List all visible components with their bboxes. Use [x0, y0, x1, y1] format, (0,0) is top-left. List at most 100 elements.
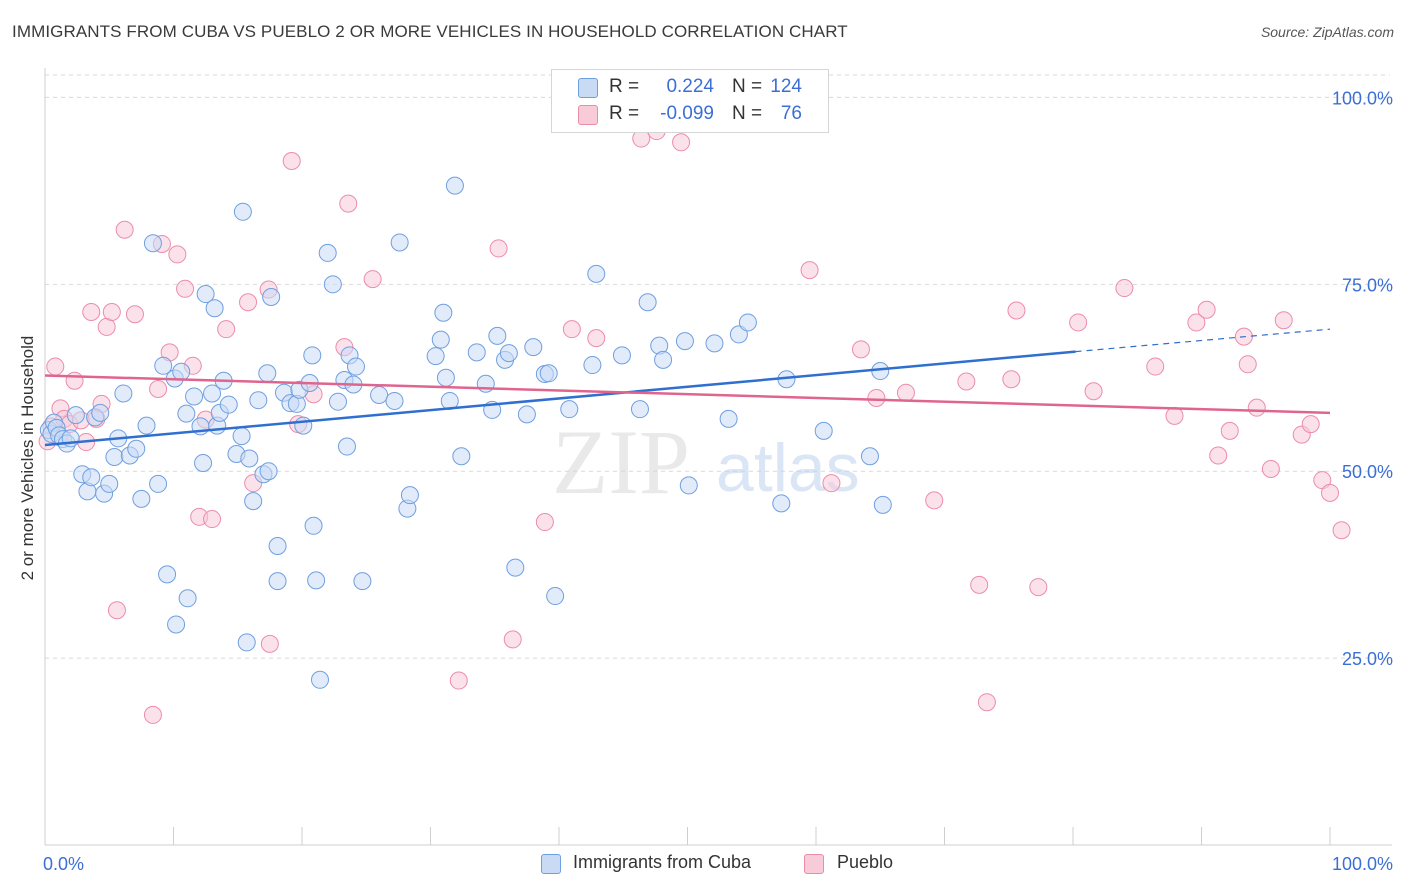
cuba-point [304, 516, 323, 535]
pueblo-point [168, 245, 187, 264]
pueblo-point [102, 302, 121, 321]
pueblo-point [1007, 301, 1026, 320]
pueblo-point [1238, 355, 1257, 374]
cuba-point [137, 416, 156, 435]
cuba-point [132, 489, 151, 508]
pueblo-point [1220, 421, 1239, 440]
cuba-point [303, 346, 322, 365]
cuba-point [127, 439, 146, 458]
cuba-point [499, 344, 518, 363]
legend-n-label: N = [732, 76, 763, 97]
legend-row-pueblo: R = -0.099 N = 76 [552, 102, 828, 128]
watermark-zip: ZIP [552, 411, 690, 513]
cuba-point [488, 326, 507, 345]
pueblo-point [239, 293, 258, 312]
pueblo-point [339, 194, 358, 213]
pueblo-point [449, 671, 468, 690]
cuba-point [114, 384, 133, 403]
legend-n-value: 124 [770, 76, 802, 97]
x-tick-labels: 0.0% 100.0% [43, 854, 1393, 874]
pueblo-point [125, 305, 144, 324]
cuba-point [560, 400, 579, 419]
cuba-point [452, 447, 471, 466]
pueblo-point [97, 317, 116, 336]
cuba-point [546, 587, 565, 606]
cuba-point [294, 416, 313, 435]
bottom-legend-swatch-blue [541, 854, 561, 874]
pueblo-point [176, 279, 195, 298]
cuba-point [154, 356, 173, 375]
cuba-point [434, 303, 453, 322]
pueblo-point [115, 220, 134, 239]
cuba-point [185, 387, 204, 406]
cuba-point [814, 421, 833, 440]
cuba-point [259, 462, 278, 481]
cuba-point [310, 670, 329, 689]
cuba-point [203, 384, 222, 403]
cuba-point [177, 404, 196, 423]
cuba-point [237, 633, 256, 652]
pueblo-point [203, 510, 222, 529]
cuba-point [268, 536, 287, 555]
cuba-point [705, 334, 724, 353]
pueblo-point [107, 601, 126, 620]
y-tick-label: 50.0% [1342, 462, 1393, 482]
cuba-point [100, 474, 119, 493]
cuba-point [66, 406, 85, 425]
pueblo-point [1187, 313, 1206, 332]
pueblo-point [217, 320, 236, 339]
cuba-point [172, 362, 191, 381]
source-label: Source: ZipAtlas.com [1260, 24, 1394, 40]
pueblo-point [562, 320, 581, 339]
cuba-point [233, 202, 252, 221]
pueblo-point [1209, 446, 1228, 465]
pueblo-point [977, 693, 996, 712]
pueblo-point [1002, 370, 1021, 389]
pueblo-point [65, 371, 84, 390]
cuba-point [426, 347, 445, 366]
cuba-point [445, 176, 464, 195]
cuba-point [232, 427, 251, 446]
cuba-trend-line [44, 350, 1076, 447]
cuba-point [772, 494, 791, 513]
pueblo-point [489, 239, 508, 258]
pueblo-point [1069, 313, 1088, 332]
cuba-point [219, 395, 238, 414]
cuba-point [638, 293, 657, 312]
pueblo-point [503, 630, 522, 649]
legend-r-value: -0.099 [660, 103, 714, 124]
bottom-legend-label-cuba: Immigrants from Cuba [573, 852, 752, 872]
legend-r-label: R = [609, 103, 640, 124]
legend-r-label: R = [609, 76, 640, 97]
cuba-point [612, 346, 631, 365]
pueblo-point [1301, 415, 1320, 434]
pueblo-point [1029, 578, 1048, 597]
pueblo-point [1146, 357, 1165, 376]
cuba-point [539, 364, 558, 383]
cuba-point [205, 299, 224, 318]
pueblo-point [535, 513, 554, 532]
cuba-point [506, 558, 525, 577]
cuba-point [679, 476, 698, 495]
pueblo-point [587, 329, 606, 348]
cuba-point [143, 234, 162, 253]
cuba-point [240, 449, 259, 468]
pueblo-point [149, 379, 168, 398]
grid-lines [45, 74, 1390, 659]
pueblo-point [896, 383, 915, 402]
pueblo-point [800, 261, 819, 280]
y-tick-label: 25.0% [1342, 649, 1393, 669]
y-tick-label: 75.0% [1342, 275, 1393, 295]
cuba-point [390, 233, 409, 252]
legend-swatch-blue [578, 78, 598, 98]
cuba-point [385, 391, 404, 410]
pueblo-point [1197, 300, 1216, 319]
trend-lines [44, 328, 1331, 447]
cuba-point [630, 400, 649, 419]
pueblo-point [1247, 398, 1266, 417]
bottom-legend-label-pueblo: Pueblo [837, 852, 894, 872]
pueblo-point [46, 357, 65, 376]
pueblo-point [1332, 521, 1351, 540]
cuba-point [353, 572, 372, 591]
cuba-point [467, 343, 486, 362]
